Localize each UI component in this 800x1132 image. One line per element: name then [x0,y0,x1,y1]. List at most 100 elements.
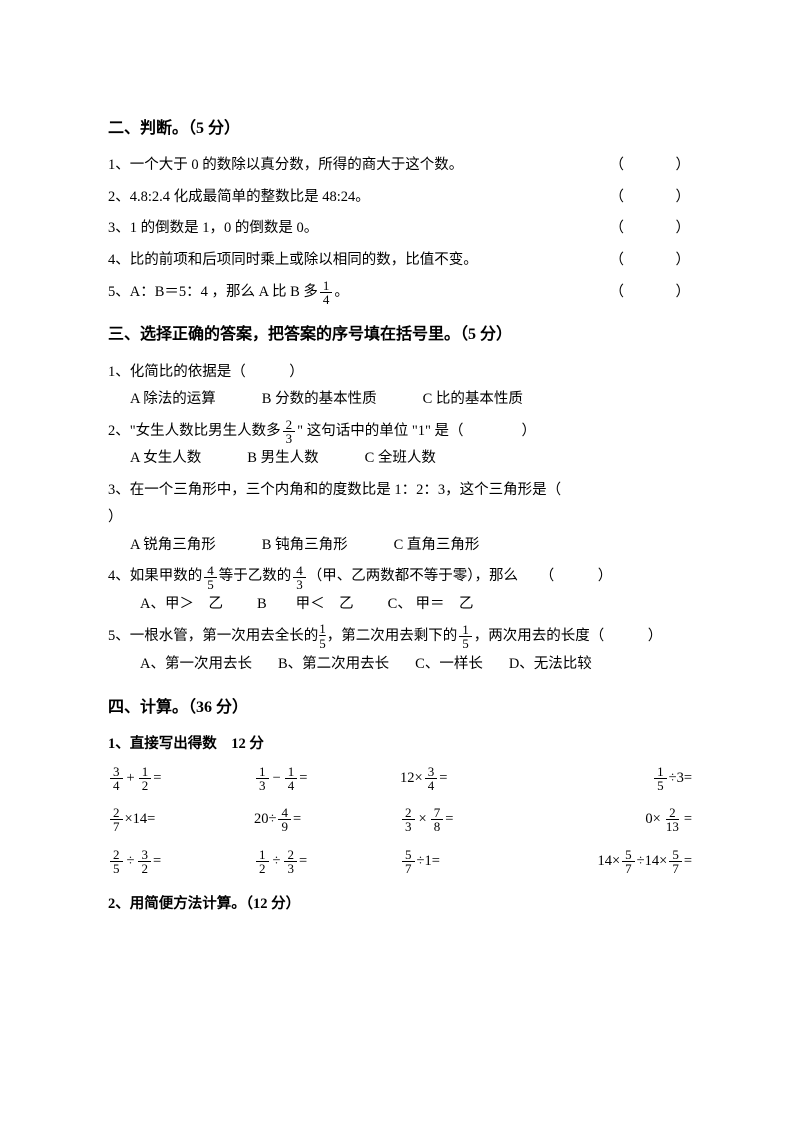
denominator: 5 [654,779,667,792]
denominator: 4 [425,779,438,792]
text-fragment: （甲、乙两数都不等于零），那么 （ ） [308,563,613,591]
option-a: A 锐角三角形 [130,532,216,560]
s2-q3-text: 3、1 的倒数是 1，0 的倒数是 0。 [108,215,318,243]
option-b: B 甲＜ 乙 [257,591,354,619]
s3-q5: 5、一根水管，第一次用去全长的 15 ，第二次用去剩下的 1 5 ，两次用去的长… [108,622,692,678]
text-fragment: 5、A：B＝5：4 ，那么 A 比 B 多 [108,279,318,307]
option-c: C 全班人数 [365,445,436,473]
pre: 12× [400,765,423,793]
s3-q1-options: A 除法的运算 B 分数的基本性质 C 比的基本性质 [130,386,692,414]
op: ÷ [127,848,135,876]
calc-r1c1: 34 + 12 = [108,765,254,793]
denominator: 5 [459,637,472,650]
text-fragment: 。 [334,279,349,307]
numerator: 5 [669,848,682,862]
option-a: A 女生人数 [130,445,201,473]
post: ×14= [125,806,156,834]
numerator: 3 [425,765,438,779]
section-3-title: 三、选择正确的答案，把答案的序号填在括号里。（5 分） [108,320,692,350]
numerator: 1 [285,765,298,779]
denominator: 7 [402,862,415,875]
calc-r2c4: 0× 213 = [546,806,692,834]
numerator: 4 [278,806,291,820]
denominator: 4 [285,779,298,792]
calc-r3c2: 12 ÷ 23 = [254,848,400,876]
calc-r3c1: 25 ÷ 32 = [108,848,254,876]
s3-q2-text: 2、"女生人数比男生人数多 2 3 " 这句话中的单位 "1" 是（ ） [108,418,692,446]
text-fragment: 2、"女生人数比男生人数多 [108,418,281,446]
equals: = [299,848,307,876]
fraction: 1 4 [320,279,333,306]
denominator: 4 [110,779,123,792]
s2-q2-text: 2、4.8:2.4 化成最简单的整数比是 48:24。 [108,184,370,212]
s3-q3-line1: 3、在一个三角形中，三个内角和的度数比是 1：2：3，这个三角形是（ [108,477,692,505]
denominator: 7 [669,862,682,875]
section-4-sub1: 1、直接写出得数 12 分 [108,731,692,759]
option-a: A 除法的运算 [130,386,216,414]
option-b: B、第二次用去长 [278,651,389,679]
option-a: A、甲＞ 乙 [140,591,223,619]
option-c: C 比的基本性质 [423,386,523,414]
calc-r1c3: 12× 34 = [400,765,546,793]
equals: = [439,765,447,793]
equals: = [153,848,161,876]
denominator: 3 [256,779,269,792]
calc-r1c2: 13 − 14 = [254,765,400,793]
numerator: 2 [402,806,415,820]
calc-r2c2: 20÷ 49 = [254,806,400,834]
s3-q5-text: 5、一根水管，第一次用去全长的 15 ，第二次用去剩下的 1 5 ，两次用去的长… [108,622,692,651]
s3-q2: 2、"女生人数比男生人数多 2 3 " 这句话中的单位 "1" 是（ ） A 女… [108,418,692,473]
denominator: 2 [138,862,151,875]
section-2-title: 二、判断。（5 分） [108,114,692,144]
denominator: 2 [256,862,269,875]
text-fragment: 4、如果甲数的 [108,563,202,591]
op: + [127,765,135,793]
s3-q3-line2: ） [108,504,692,532]
equals: = [153,765,161,793]
s3-q1-text: 1、化简比的依据是（ ） [108,359,692,387]
denominator: 3 [293,578,306,591]
s3-q4-options: A、甲＞ 乙 B 甲＜ 乙 C、 甲＝ 乙 [140,591,692,619]
pre: 0× [645,806,660,834]
numerator: 2 [110,848,123,862]
denominator: 3 [283,432,296,445]
numerator: 1 [139,765,152,779]
post: ÷3= [669,765,692,793]
text-fragment: " 这句话中的单位 "1" 是（ ） [297,418,536,446]
mid: ÷14× [637,848,668,876]
calc-r3c3: 57 ÷1= [400,848,546,876]
numerator: 1 [654,765,667,779]
numerator: 2 [666,806,679,820]
calc-grid: 34 + 12 = 13 − 14 = 12× 34 = 15 ÷3= 27 ×… [108,765,692,876]
fraction: 4 3 [293,564,306,591]
s2-q5: 5、A：B＝5：4 ，那么 A 比 B 多 1 4 。 （ ） [108,279,692,307]
section-4-sub2: 2、用简便方法计算。（12 分） [108,891,692,919]
numerator: 1 [320,279,333,293]
numerator: 5 [622,848,635,862]
section-4-title: 四、计算。（36 分） [108,693,692,723]
option-c: C、一样长 [415,651,483,679]
denominator: 13 [663,820,682,833]
option-b: B 分数的基本性质 [262,386,377,414]
numerator: 1 [459,623,472,637]
numerator: 2 [110,806,123,820]
option-b: B 钝角三角形 [262,532,348,560]
numerator: 5 [402,848,415,862]
text-fragment: 5、一根水管，第一次用去全长的 [108,623,318,651]
answer-paren: （ ） [610,184,693,212]
equals: = [684,848,692,876]
answer-paren: （ ） [610,215,693,243]
calc-r2c1: 27 ×14= [108,806,254,834]
denominator: 2 [139,779,152,792]
option-c: C、 甲＝ 乙 [388,591,474,619]
denominator: 8 [431,820,444,833]
answer-paren: （ ） [610,279,693,307]
denominator: 7 [622,862,635,875]
text-fragment: 等于乙数的 [219,563,292,591]
s2-q4-text: 4、比的前项和后项同时乘上或除以相同的数，比值不变。 [108,247,478,275]
denominator: 7 [110,820,123,833]
s3-q5-options: A、第一次用去长 B、第二次用去长 C、一样长 D、无法比较 [140,651,692,679]
s3-q2-options: A 女生人数 B 男生人数 C 全班人数 [130,445,692,473]
denominator: 5 [204,578,217,591]
denominator: 5 [110,862,123,875]
